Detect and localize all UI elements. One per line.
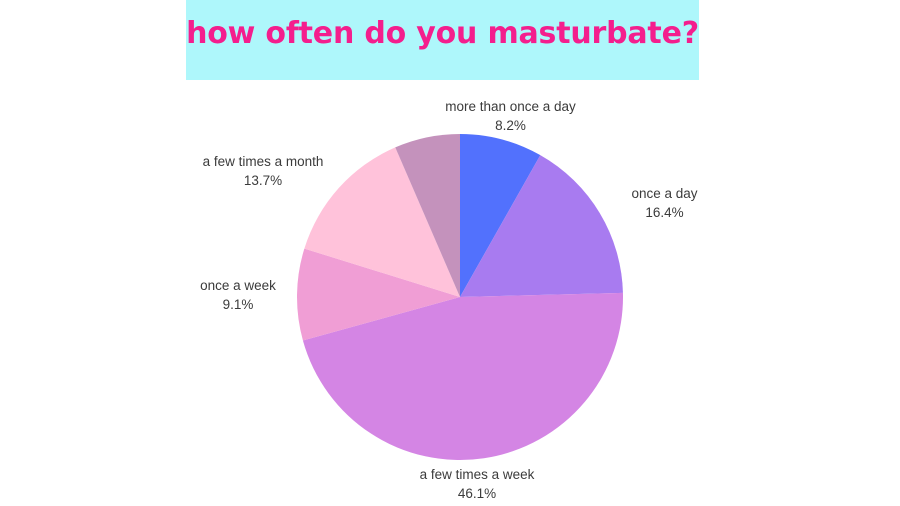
pie-label-percent: 13.7% bbox=[243, 173, 283, 189]
pie-label-name: once a week bbox=[200, 278, 276, 293]
pie-label-more-than-once-a-day: more than once a day 8.2% bbox=[418, 97, 603, 135]
pie-slice bbox=[296, 248, 460, 341]
pie-label-a-few-times-a-month: a few times a month 13.7% bbox=[173, 152, 353, 190]
pie-slice bbox=[304, 147, 460, 297]
pie-slice bbox=[460, 155, 623, 297]
pie-slice bbox=[460, 134, 541, 297]
pie-label-name: a few times a week bbox=[419, 467, 535, 482]
pie-label-percent: 9.1% bbox=[222, 297, 254, 313]
pie-slice bbox=[395, 134, 460, 297]
pie-label-a-few-times-a-week: a few times a week 46.1% bbox=[377, 465, 577, 503]
pie-slice bbox=[302, 292, 624, 461]
title-banner: how often do you masturbate? bbox=[186, 0, 699, 80]
pie-label-once-a-week: once a week 9.1% bbox=[168, 276, 308, 314]
pie-label-percent: 46.1% bbox=[457, 486, 497, 502]
page-title: how often do you masturbate? bbox=[186, 16, 699, 51]
pie-label-once-a-day: once a day 16.4% bbox=[597, 184, 732, 222]
pie-slice-group bbox=[296, 134, 624, 461]
pie-label-name: more than once a day bbox=[445, 99, 576, 114]
pie-label-name: a few times a month bbox=[202, 154, 324, 169]
pie-label-percent: 16.4% bbox=[645, 205, 684, 221]
pie-label-name: once a day bbox=[631, 186, 698, 201]
pie-label-percent: 8.2% bbox=[495, 118, 526, 134]
